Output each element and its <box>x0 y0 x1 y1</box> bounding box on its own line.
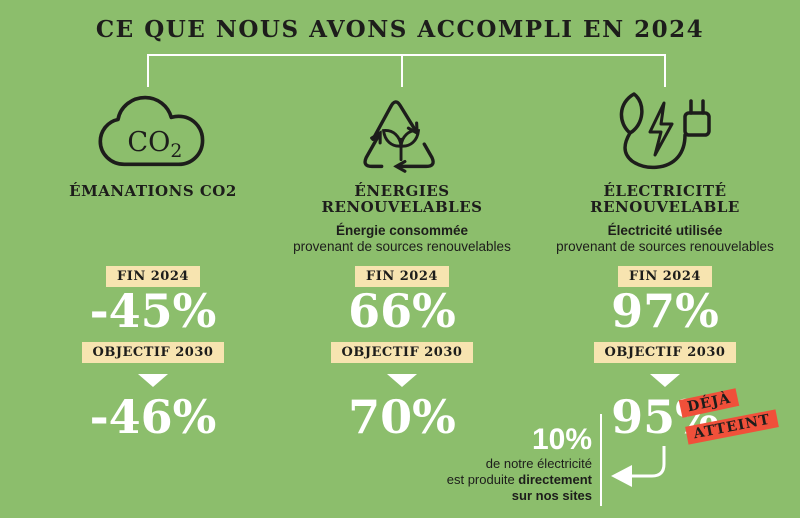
column-emanations-co2: CO2 ÉMANATIONS CO2 FIN 2024 -45% OBJECTI… <box>13 0 293 518</box>
objectif-2030-badge: OBJECTIF 2030 <box>593 342 737 363</box>
column-title-line2: RENOUVELABLES <box>321 198 483 216</box>
subtitle-bold: Énergie consommée <box>335 223 469 238</box>
column-title: ÉLECTRICITÉ RENOUVELABLE <box>525 183 800 215</box>
fin-2024-badge: FIN 2024 <box>618 266 712 287</box>
fin-2024-value: -45% <box>89 284 217 338</box>
column-subtitle: Électricité utilisée provenant de source… <box>525 223 800 255</box>
fin-2024-value: 97% <box>611 284 719 338</box>
co2-subscript: 2 <box>170 141 182 162</box>
footnote-line2-regular: est produite <box>446 472 519 487</box>
objectif-2030-value: 70% <box>348 390 456 444</box>
footnote-line1: de notre électricité <box>485 456 592 471</box>
footnote-value: 10% <box>531 423 592 456</box>
column-title-line1: ÉNERGIES <box>354 182 450 200</box>
down-arrow-icon <box>138 374 168 387</box>
footnote-line3: sur nos sites <box>511 488 592 503</box>
objectif-2030-badge: OBJECTIF 2030 <box>330 342 474 363</box>
recycle-plant-icon <box>262 86 542 178</box>
subtitle-bold: Électricité utilisée <box>607 223 723 238</box>
column-title: ÉMANATIONS CO2 <box>13 183 293 199</box>
subtitle-rest: provenant de sources renouvelables <box>556 239 774 254</box>
page-title: CE QUE NOUS AVONS ACCOMPLI EN 2024 <box>95 16 705 43</box>
fin-2024-badge: FIN 2024 <box>106 266 200 287</box>
footnote-line2-bold: directement <box>518 472 592 487</box>
co2-label: CO <box>127 127 170 158</box>
column-title-line2: RENOUVELABLE <box>590 198 740 216</box>
down-arrow-icon <box>650 374 680 387</box>
footnote-divider <box>600 414 602 506</box>
column-title: ÉNERGIES RENOUVELABLES <box>262 183 542 215</box>
column-energies-renouvelables: ÉNERGIES RENOUVELABLES Énergie consommée… <box>262 0 542 518</box>
column-electricite-renouvelable: ÉLECTRICITÉ RENOUVELABLE Électricité uti… <box>525 0 800 518</box>
return-arrow-icon <box>611 446 666 487</box>
column-title-line1: ÉLECTRICITÉ <box>603 182 727 200</box>
subtitle-rest: provenant de sources renouvelables <box>293 239 511 254</box>
footnote-line2: est produite directement <box>424 472 592 488</box>
co2-cloud-icon: CO2 <box>13 86 293 178</box>
bracket-connector <box>147 54 666 87</box>
fin-2024-value: 66% <box>348 284 456 338</box>
objectif-2030-value: -46% <box>89 390 217 444</box>
footnote-onsite-electricity: 10% de notre électricité est produite di… <box>424 424 592 504</box>
svg-text:CO2: CO2 <box>127 127 182 162</box>
column-title-line1: ÉMANATIONS CO2 <box>69 182 237 200</box>
column-subtitle: Énergie consommée provenant de sources r… <box>262 223 542 255</box>
down-arrow-icon <box>387 374 417 387</box>
objectif-2030-badge: OBJECTIF 2030 <box>81 342 225 363</box>
leaf-plug-icon <box>525 86 800 178</box>
fin-2024-badge: FIN 2024 <box>355 266 449 287</box>
